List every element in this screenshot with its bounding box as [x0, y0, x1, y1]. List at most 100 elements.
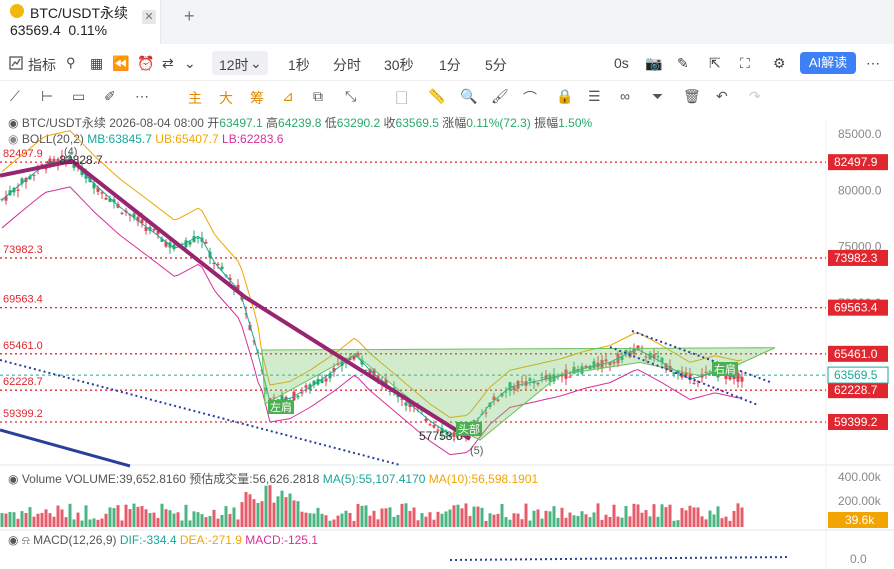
candle-body	[612, 361, 616, 364]
timeframe-select[interactable]	[212, 51, 268, 75]
candle-body	[604, 359, 608, 362]
volume-bar	[652, 504, 656, 527]
volume-bar	[604, 514, 608, 527]
volume-bar	[104, 513, 108, 527]
add-tab-icon[interactable]: +	[184, 6, 195, 26]
candle-body	[140, 219, 144, 224]
link-icon[interactable]: ∞	[620, 88, 630, 104]
share-icon[interactable]: ⇱	[709, 55, 721, 71]
interval-timeshare[interactable]: 分时	[333, 57, 361, 73]
big-order-button[interactable]: 大	[219, 90, 233, 106]
pen-tool-icon[interactable]: ✐	[104, 88, 116, 104]
compare-icon[interactable]: ⇄	[162, 55, 174, 71]
indicator-icon[interactable]	[9, 56, 23, 70]
candle-body	[512, 387, 516, 391]
dotted-channel	[609, 346, 759, 406]
alarm-icon[interactable]: ⍾	[21, 533, 30, 547]
volume-bar	[316, 507, 320, 527]
layout-icon[interactable]: ▦	[90, 55, 104, 71]
chevron-down-icon[interactable]: ⌄	[184, 55, 196, 71]
candle-body	[620, 356, 624, 360]
hline-tool-icon[interactable]: ⊢	[41, 88, 54, 104]
volume-bar	[168, 510, 172, 527]
level-left-label: 65461.0	[3, 340, 43, 352]
filter-icon[interactable]: ⏷	[652, 88, 664, 104]
edit-icon[interactable]: ✎	[677, 55, 689, 71]
fullscreen-icon[interactable]: ⛶	[740, 55, 750, 71]
interval-1s[interactable]: 1秒	[288, 57, 310, 73]
eye-icon[interactable]: ◉	[8, 533, 19, 547]
candle-body	[4, 196, 8, 201]
layers-icon[interactable]: ☰	[588, 88, 601, 104]
redo-icon[interactable]: ↷	[749, 88, 761, 104]
candle-body	[92, 183, 96, 189]
candle-body	[496, 399, 500, 402]
template-icon[interactable]: ⚲	[66, 55, 76, 70]
auto-draw-icon[interactable]: ⊿	[282, 88, 294, 104]
ruler-icon[interactable]: 📏	[428, 88, 446, 104]
rect-tool-icon[interactable]: ▭	[72, 88, 86, 104]
ai-analysis-button[interactable]: AI解读	[800, 52, 856, 74]
more-icon[interactable]: ⋯	[866, 55, 880, 71]
candle-body	[696, 381, 700, 383]
replay-icon[interactable]: ⏪	[112, 55, 130, 71]
zoom-icon[interactable]: 🔍	[460, 88, 478, 104]
brush-icon[interactable]: 🖌	[491, 88, 509, 104]
main-force-button[interactable]: 主	[188, 90, 202, 106]
chip-button[interactable]: 筹	[250, 90, 264, 106]
candle-body	[248, 324, 252, 330]
interval-30s[interactable]: 30秒	[384, 57, 414, 73]
eye-icon[interactable]: ◉	[8, 132, 19, 146]
volume-bar	[724, 516, 728, 527]
indicator-button[interactable]: 指标	[28, 57, 56, 73]
volume-bar	[332, 519, 336, 527]
line-tool-icon[interactable]: ⟋	[10, 88, 20, 104]
boll-lb: LB:62283.6	[222, 132, 284, 146]
volume-bar	[60, 509, 64, 527]
candle-body	[340, 360, 344, 366]
volume-bar	[568, 512, 572, 527]
volume-bar	[232, 507, 236, 527]
eye-icon[interactable]: ◉	[8, 116, 19, 130]
camera-icon[interactable]: 📷	[645, 55, 663, 71]
volume-bar	[64, 517, 68, 527]
alert-icon[interactable]: ⏰	[137, 55, 155, 71]
symbol-tab[interactable]: BTC/USDT永续 63569.4 0.11% ✕	[0, 0, 161, 44]
interval-5m[interactable]: 5分	[485, 57, 507, 73]
pattern-label-bg	[712, 362, 738, 376]
candle-body	[280, 395, 284, 402]
undo-icon[interactable]: ↶	[716, 88, 728, 104]
macd-dea: DEA:-271.9	[179, 533, 242, 547]
pattern-icon[interactable]: ⧉	[313, 88, 323, 104]
amp-value: 1.50%	[558, 116, 593, 130]
volume-bar	[56, 505, 60, 527]
volume-bar	[256, 502, 260, 527]
volume-tick-label: 200.00k	[838, 494, 882, 508]
high-value: 64239.8	[278, 116, 322, 130]
close-icon[interactable]: ✕	[142, 10, 156, 24]
gear-icon[interactable]: ⚙	[773, 55, 786, 71]
lock-icon[interactable]: 🔒	[556, 88, 574, 104]
volume-bar	[152, 512, 156, 527]
candle-body	[352, 356, 356, 360]
interval-1m[interactable]: 1分	[439, 57, 461, 73]
open-label: 开	[207, 116, 220, 130]
volume-bar	[320, 513, 324, 527]
volume-bar	[544, 510, 548, 527]
macd-zero-label: 0.0	[850, 552, 867, 566]
candle-body	[312, 380, 316, 385]
candle-body	[388, 390, 392, 393]
candle-body	[384, 379, 388, 386]
pattern-label: 右肩	[714, 362, 736, 376]
candle-body	[324, 378, 328, 382]
eye-icon[interactable]: ◉	[8, 472, 19, 486]
pattern-label-bg	[456, 422, 482, 436]
magnet-icon[interactable]: ⌒	[523, 90, 537, 106]
bookmark-icon[interactable]: 🗌	[396, 90, 408, 106]
volume-bar	[444, 511, 448, 527]
level-price-label: 59399.2	[834, 415, 878, 429]
more-tools-icon[interactable]: ⋯	[135, 88, 149, 104]
measure-icon[interactable]: ⤡	[345, 88, 357, 104]
trash-icon[interactable]: 🗑	[683, 88, 701, 104]
